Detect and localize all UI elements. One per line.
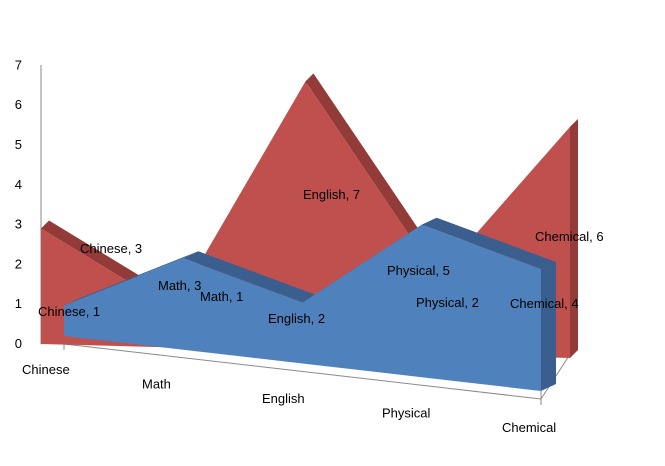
series-2-top-face-2 bbox=[183, 251, 318, 303]
data-label: Chinese, 3 bbox=[80, 241, 142, 256]
x-tick-label: Math bbox=[142, 377, 171, 392]
data-label: Physical, 2 bbox=[416, 295, 479, 310]
y-tick-label: 4 bbox=[15, 177, 22, 192]
data-label: Math, 1 bbox=[200, 289, 243, 304]
data-label: Math, 3 bbox=[158, 278, 201, 293]
data-label: English, 2 bbox=[268, 311, 325, 326]
series-2-end-face bbox=[541, 262, 556, 391]
x-axis-ticks: Chinese Math English Physical Chemical bbox=[22, 362, 556, 435]
x-tick-label: Chemical bbox=[502, 420, 556, 435]
y-axis-ticks: 0 1 2 3 4 5 6 7 bbox=[15, 57, 22, 351]
series-front-area bbox=[64, 217, 556, 391]
series-1-top-face-3 bbox=[305, 73, 446, 278]
data-label: Chemical, 4 bbox=[510, 296, 579, 311]
series-1-end-face bbox=[570, 119, 578, 358]
data-labels: Chinese, 3 Math, 1 English, 7 Physical, 2 Ch… bbox=[38, 187, 604, 326]
x-tick-label: Physical bbox=[382, 406, 431, 421]
y-tick-label: 6 bbox=[15, 97, 22, 112]
y-tick-label: 3 bbox=[15, 217, 22, 232]
data-label: Physical, 5 bbox=[387, 263, 450, 278]
y-tick-label: 2 bbox=[15, 256, 22, 271]
y-tick-label: 1 bbox=[15, 296, 22, 311]
x-tick-label: English bbox=[262, 391, 305, 406]
series-2-area bbox=[64, 224, 541, 391]
series-2-top-face-4 bbox=[421, 217, 556, 269]
y-tick-label: 5 bbox=[15, 137, 22, 152]
y-tick-label: 7 bbox=[15, 57, 22, 72]
data-label: Chemical, 6 bbox=[535, 229, 604, 244]
y-tick-label: 0 bbox=[15, 336, 22, 351]
x-tick-label: Chinese bbox=[22, 362, 70, 377]
series-2-top-face-1 bbox=[64, 251, 199, 306]
data-label: English, 7 bbox=[303, 187, 360, 202]
data-label: Chinese, 1 bbox=[38, 304, 100, 319]
